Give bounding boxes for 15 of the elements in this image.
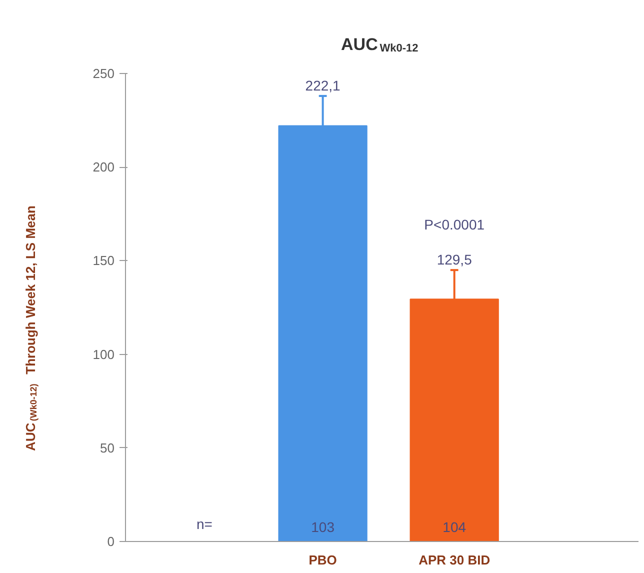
data-label: 222,1 [305,77,341,94]
annotation: n= [196,516,212,532]
y-tick-label: 200 [92,160,115,175]
data-label: 129,5 [436,251,472,268]
y-axis-title: AUC(Wk0-12) Through Week 12, LS Mean [23,206,38,451]
annotation: 104 [442,519,466,536]
annotation: 103 [311,519,335,536]
y-tick-label: 0 [107,534,115,549]
y-tick-label: 50 [100,440,115,456]
annotation: P<0.0001 [424,216,485,233]
y-tick-label: 250 [92,66,115,81]
y-tick-label: 100 [92,346,115,362]
y-tick-label: 150 [92,253,115,268]
x-tick-label: APR 30 BID [418,552,490,568]
x-tick-label: PBO [308,552,337,568]
